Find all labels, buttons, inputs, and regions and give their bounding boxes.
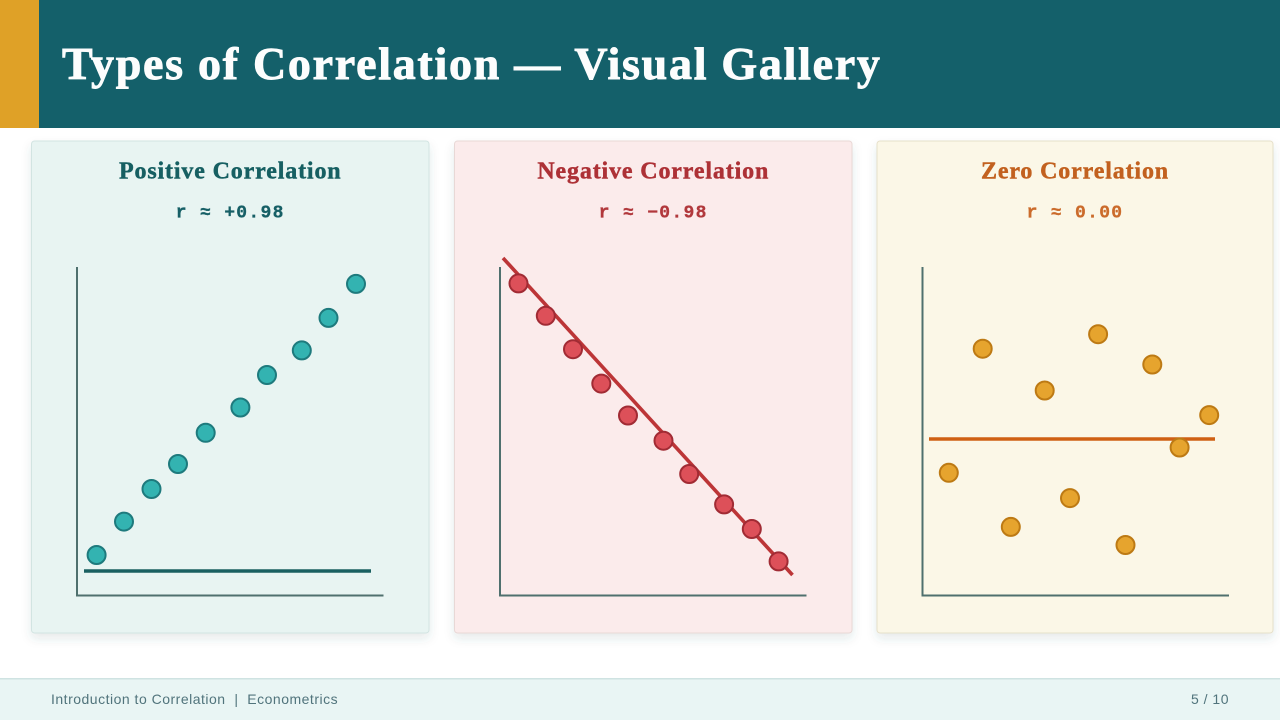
svg-text:Positive Correlation: Positive Correlation (119, 159, 342, 185)
svg-text:r ≈ −0.98: r ≈ −0.98 (599, 204, 708, 224)
svg-text:r ≈ 0.00: r ≈ 0.00 (1027, 204, 1124, 224)
svg-text:Negative Correlation: Negative Correlation (537, 159, 769, 185)
svg-text:r ≈ +0.98: r ≈ +0.98 (176, 204, 285, 224)
svg-text:Types of Correlation — Visual: Types of Correlation — Visual Gallery (62, 38, 882, 89)
svg-text:5 / 10: 5 / 10 (1191, 691, 1229, 707)
svg-text:Zero Correlation: Zero Correlation (981, 159, 1169, 185)
svg-text:Introduction to Correlation |: Introduction to Correlation | Econometri… (51, 691, 338, 707)
